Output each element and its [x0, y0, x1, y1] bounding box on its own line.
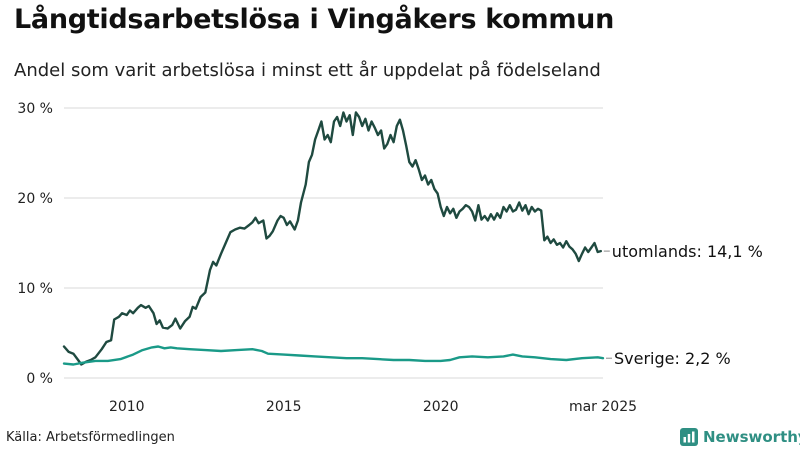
y-tick-label-30: 30 % [17, 101, 53, 117]
series-lines [62, 111, 605, 366]
newsworthy-brand: Newsworthy [680, 428, 800, 446]
y-tick-label-20: 20 % [17, 191, 53, 207]
gridlines [64, 107, 603, 379]
series-end-labels: utomlands: 14,1 % Sverige: 2,2 % [603, 242, 763, 368]
end-label-sverige: Sverige: 2,2 % [614, 349, 731, 368]
x-tick-label-3: mar 2025 [569, 399, 637, 415]
x-tick-label-0: 2010 [109, 399, 145, 415]
chart-subtitle: Andel som varit arbetslösa i minst ett å… [14, 60, 601, 81]
y-tick-label-0: 0 % [26, 371, 53, 387]
y-tick-label-10: 10 % [17, 281, 53, 297]
series-line-utomlands [62, 111, 602, 366]
end-label-utomlands: utomlands: 14,1 % [612, 242, 763, 261]
brand-name: Newsworthy [703, 428, 800, 446]
x-axis-tick-labels: 2010 2015 2020 mar 2025 [109, 399, 637, 415]
source-note: Källa: Arbetsförmedlingen [6, 430, 175, 445]
chart-title: Långtidsarbetslösa i Vingåkers kommun [14, 4, 614, 35]
x-tick-label-2: 2020 [423, 399, 459, 415]
series-line-sverige [62, 345, 605, 366]
newsworthy-logo-icon [680, 428, 698, 446]
x-tick-label-1: 2015 [266, 399, 302, 415]
y-axis-tick-labels: 0 % 10 % 20 % 30 % [17, 101, 53, 387]
